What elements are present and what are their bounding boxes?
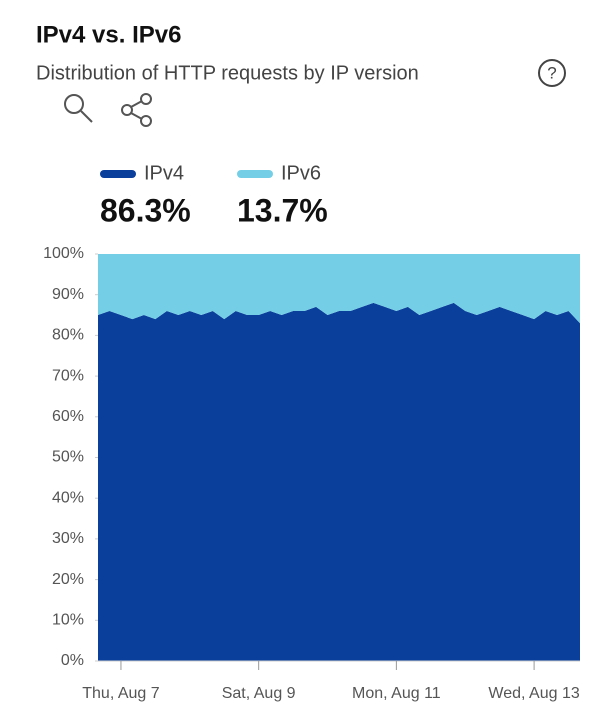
y-tick-label: 20% — [52, 571, 84, 588]
y-tick-label: 100% — [43, 245, 84, 262]
area — [98, 302, 580, 661]
y-tick-label: 50% — [52, 449, 84, 466]
legend-swatch — [100, 170, 136, 178]
share-node — [140, 93, 152, 105]
area — [98, 254, 580, 324]
zoom-icon — [64, 94, 84, 114]
legend-swatch — [237, 170, 273, 178]
y-tick-label: 60% — [52, 408, 84, 425]
subtitle: Distribution of HTTP requests by IP vers… — [36, 62, 419, 84]
legend-label: IPv6 — [281, 162, 321, 184]
x-tick-label: Sat, Aug 9 — [222, 685, 296, 702]
help-button[interactable]: ? — [538, 59, 566, 87]
y-tick-label: 10% — [52, 612, 84, 629]
legend-total: 13.7% — [237, 192, 328, 228]
y-tick-label: 30% — [52, 530, 84, 547]
share-link — [130, 112, 143, 120]
y-tick-label: 70% — [52, 367, 84, 384]
x-tick-label: Wed, Aug 13 — [488, 685, 579, 702]
y-tick-label: 90% — [52, 286, 84, 303]
y-tick-label: 80% — [52, 327, 84, 344]
share-link — [130, 100, 143, 108]
legend-total: 86.3% — [100, 192, 191, 228]
x-tick-label: Thu, Aug 7 — [82, 685, 159, 702]
legend-label: IPv4 — [144, 162, 184, 184]
zoom-button[interactable] — [64, 94, 93, 123]
help-circle — [538, 59, 566, 87]
zoom-handle — [80, 110, 93, 123]
help-icon: ? — [547, 63, 556, 82]
share-node — [140, 115, 152, 127]
x-tick-label: Mon, Aug 11 — [352, 685, 441, 702]
title: IPv4 vs. IPv6 — [36, 21, 181, 48]
y-tick-label: 0% — [61, 652, 84, 669]
y-tick-label: 40% — [52, 489, 84, 506]
share-button[interactable] — [121, 93, 152, 127]
share-node — [121, 104, 133, 116]
